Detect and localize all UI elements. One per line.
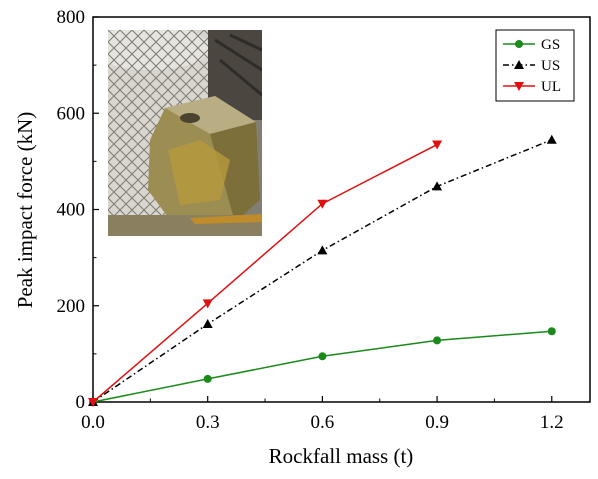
y-tick-label: 600 (57, 103, 86, 124)
data-point-us (432, 181, 443, 191)
legend-label: US (541, 58, 560, 74)
legend-item-gs: GS (503, 37, 560, 53)
data-point-us (202, 319, 213, 329)
series-layer (88, 134, 557, 407)
data-point-gs (547, 327, 556, 336)
legend-label: GS (541, 37, 560, 53)
y-axis-title: Peak impact force (kN) (13, 112, 37, 309)
data-point-ul (202, 299, 213, 309)
y-tick-label: 800 (57, 7, 86, 28)
legend-item-ul: UL (503, 79, 561, 95)
series-gs (89, 327, 556, 406)
data-point-gs (433, 336, 442, 345)
x-tick-label: 0.6 (311, 412, 335, 433)
legend-marker (514, 60, 524, 69)
legend-label: UL (541, 79, 561, 95)
x-tick-label: 0.3 (196, 412, 220, 433)
data-point-ul (88, 398, 98, 407)
y-tick-label: 200 (57, 296, 86, 317)
legend-marker (514, 82, 524, 91)
data-point-ul (317, 199, 328, 209)
x-axis: 0.0 0.3 0.6 0.9 1.2 (81, 396, 564, 433)
data-point-us (317, 245, 328, 255)
inset-photo (108, 30, 262, 236)
data-point-gs (203, 374, 212, 383)
x-tick-label: 0.0 (81, 412, 105, 433)
series-ul (88, 140, 443, 407)
data-point-ul (432, 140, 443, 150)
y-axis: 0 200 400 600 800 (57, 7, 99, 413)
x-axis-title: Rockfall mass (t) (269, 444, 414, 468)
y-tick-label: 400 (57, 200, 86, 221)
series-line-ul (92, 143, 438, 403)
legend: GS US UL (495, 29, 575, 102)
data-point-gs (318, 352, 327, 361)
x-tick-label: 0.9 (425, 412, 449, 433)
y-tick-label: 0 (76, 392, 86, 413)
data-point-us (546, 134, 557, 144)
legend-marker (515, 40, 523, 48)
legend-item-us: US (503, 58, 560, 74)
x-tick-label: 1.2 (540, 412, 564, 433)
